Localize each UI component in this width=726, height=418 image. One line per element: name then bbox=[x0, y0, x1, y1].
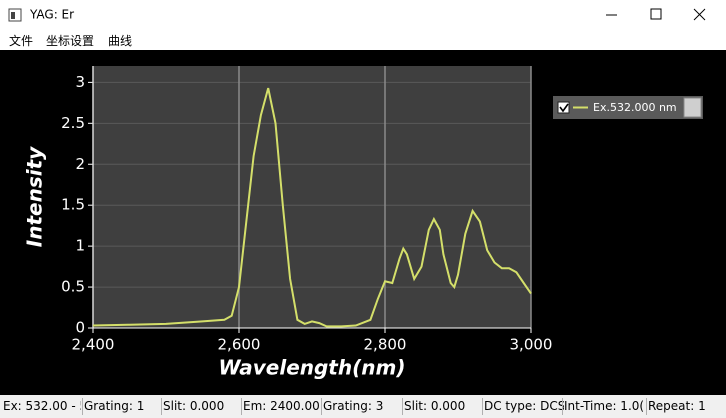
status-separator bbox=[646, 398, 647, 415]
status-separator bbox=[321, 398, 322, 415]
maximize-button[interactable] bbox=[650, 8, 662, 20]
y-tick-label: 2.5 bbox=[61, 114, 85, 132]
status-field: Slit: 0.000 bbox=[163, 399, 225, 413]
status-field: Em: 2400.00 bbox=[243, 399, 320, 413]
plot-area bbox=[93, 66, 531, 328]
x-tick-label: 2,400 bbox=[72, 336, 115, 354]
legend-color-button[interactable] bbox=[683, 97, 702, 118]
status-field: Grating: 3 bbox=[323, 399, 384, 413]
window-title: YAG: Er bbox=[29, 8, 74, 22]
status-field: Int-Time: 1.0( bbox=[564, 399, 645, 413]
close-button[interactable] bbox=[693, 8, 706, 21]
y-axis-label: Intensity bbox=[23, 146, 47, 247]
menu-bar: 文件 坐标设置 曲线 bbox=[0, 30, 726, 50]
status-separator bbox=[161, 398, 162, 415]
checkbox-check bbox=[559, 103, 569, 113]
x-axis-label: Wavelength(nm) bbox=[219, 356, 406, 380]
status-field: Ex: 532.00 - 5 bbox=[3, 399, 81, 413]
y-tick-label: 1.5 bbox=[61, 196, 85, 214]
legend-label: Ex.532.000 nm bbox=[593, 101, 677, 114]
y-tick-label: 0.5 bbox=[61, 278, 85, 296]
menu-item[interactable]: 文件 bbox=[9, 34, 34, 48]
status-separator bbox=[562, 398, 563, 415]
x-tick-label: 3,000 bbox=[510, 336, 553, 354]
menu-item[interactable]: 坐标设置 bbox=[46, 34, 95, 48]
x-tick-label: 2,600 bbox=[218, 336, 261, 354]
data-line bbox=[92, 87, 532, 328]
status-field: Grating: 1 bbox=[84, 399, 145, 413]
title-icons: YAG: Er bbox=[8, 8, 706, 22]
status-separator bbox=[482, 398, 483, 415]
status-bar: Ex: 532.00 - 5 Grating: 1 Slit: 0.000 Em: 2… bbox=[0, 395, 726, 418]
legend-box bbox=[553, 96, 703, 119]
y-tick-label: 3 bbox=[75, 73, 85, 91]
status-separator bbox=[241, 398, 242, 415]
title-bar: YAG: Er bbox=[0, 0, 726, 30]
status-separator bbox=[82, 398, 83, 415]
y-tick-label: 1 bbox=[75, 237, 85, 255]
status-field: Repeat: 1 bbox=[648, 399, 706, 413]
status-field: DC type: DCS bbox=[484, 399, 564, 413]
x-tick-label: 2,800 bbox=[364, 336, 407, 354]
chart: 0 0.5 1 1.5 2 2.5 3 2,400 2,600 2,800 3,000 Wavelen… bbox=[0, 50, 726, 395]
app-icon-detail bbox=[11, 12, 15, 19]
legend-checkbox[interactable] bbox=[557, 101, 570, 114]
y-tick-label: 0 bbox=[75, 319, 85, 337]
app-icon bbox=[8, 8, 22, 22]
menu-item[interactable]: 曲线 bbox=[108, 34, 133, 48]
status-separator bbox=[402, 398, 403, 415]
status-field: Slit: 0.000 bbox=[404, 399, 466, 413]
y-tick-label: 2 bbox=[75, 155, 85, 173]
